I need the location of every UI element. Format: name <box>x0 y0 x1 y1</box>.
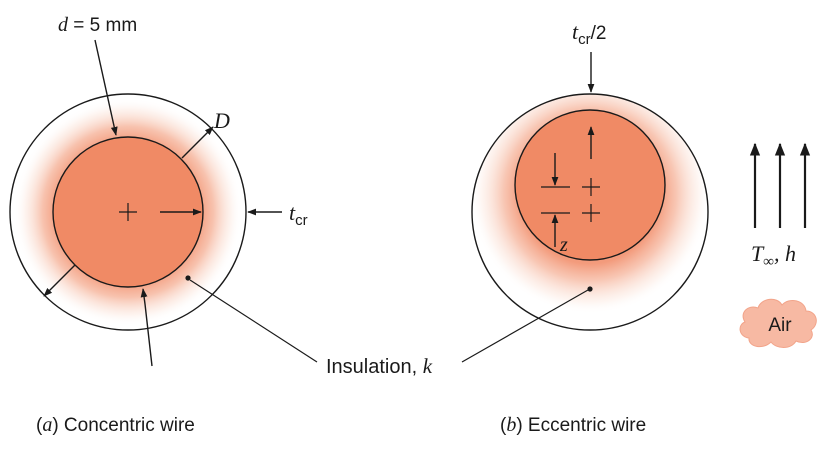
air-cloud-shape <box>739 298 817 348</box>
panel-b-eccentric: z tcr/2 (b) Eccentric wire <box>471 19 709 436</box>
insulation-point-b <box>587 286 593 292</box>
eccentricity-label: z <box>559 234 568 256</box>
critical-thickness-label-a: tcr <box>289 200 308 229</box>
air-flow: T∞, h Air <box>739 142 817 348</box>
wire-diameter-label: d = 5 mm <box>58 14 137 36</box>
air-label: Air <box>768 315 792 336</box>
wire-diameter-leader-top <box>94 39 118 136</box>
caption-a: (a) Concentric wire <box>36 414 195 436</box>
outer-diameter-label: D <box>213 108 230 133</box>
caption-b: (b) Eccentric wire <box>500 414 646 436</box>
outer-diameter-arrow-bottom <box>43 264 76 297</box>
eccentricity-dimension <box>541 153 570 247</box>
wire-core-b <box>514 109 666 261</box>
insulation-callout: Insulation, k <box>189 279 589 378</box>
flow-conditions-label: T∞, h <box>751 241 796 270</box>
insulation-label: Insulation, k <box>326 354 433 378</box>
wire-center-mark-b <box>582 178 600 196</box>
insulation-point-a <box>185 275 191 281</box>
panel-a-concentric: d = 5 mm D tcr (a) Concentric wire <box>9 14 308 436</box>
wire-diameter-leader-bottom <box>140 288 153 367</box>
outer-diameter-arrow-top <box>181 126 214 159</box>
wire-center-mark-a <box>119 203 137 221</box>
insulation-center-mark-b <box>582 204 600 222</box>
half-critical-thickness-label: tcr/2 <box>572 19 606 48</box>
